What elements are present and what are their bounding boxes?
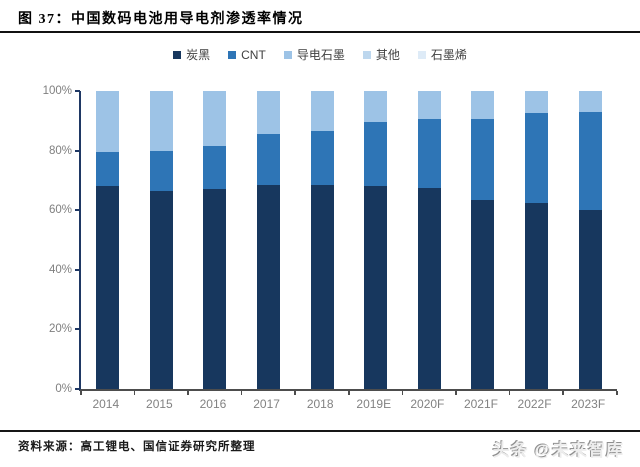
legend-swatch-icon bbox=[283, 50, 292, 59]
x-tick-mark bbox=[348, 391, 350, 395]
legend-label: CNT bbox=[241, 47, 266, 62]
bar-segment bbox=[149, 150, 173, 191]
x-tick-label: 2016 bbox=[199, 397, 227, 411]
stacked-bar-2019E bbox=[364, 91, 388, 389]
bar-segment bbox=[471, 91, 495, 120]
y-tick-mark bbox=[75, 90, 80, 92]
legend-item: 石墨烯 bbox=[417, 46, 467, 63]
bar-segment bbox=[417, 91, 441, 120]
footer-divider bbox=[0, 430, 640, 432]
bar-segment bbox=[96, 91, 120, 153]
bar-segment bbox=[96, 186, 120, 389]
bar-segment bbox=[417, 119, 441, 188]
stacked-bar-2021F bbox=[471, 91, 495, 389]
bar-segment bbox=[96, 152, 120, 187]
y-tick-mark bbox=[75, 149, 80, 152]
bar-segment bbox=[257, 134, 281, 185]
legend-swatch-icon bbox=[228, 50, 237, 59]
bar-segment bbox=[364, 91, 388, 123]
bar-segment bbox=[310, 184, 334, 389]
x-tick-label: 2023F bbox=[571, 397, 606, 411]
bar-segment bbox=[525, 91, 549, 114]
bar-segment bbox=[149, 190, 173, 389]
legend-item: CNT bbox=[228, 48, 266, 62]
legend-label: 其他 bbox=[375, 48, 400, 62]
bar-segment bbox=[364, 122, 388, 187]
bars-container bbox=[81, 91, 617, 389]
bar-segment bbox=[525, 202, 549, 389]
x-tick-label: 2019E bbox=[356, 397, 392, 411]
y-tick-mark bbox=[75, 328, 80, 331]
x-tick-mark bbox=[508, 391, 511, 395]
y-tick-mark bbox=[75, 209, 80, 212]
x-axis-labels: 2014 2015 2016 2017 2018 2019E 2020F 2021F 2022F… bbox=[79, 397, 615, 411]
x-tick-label: 2014 bbox=[92, 397, 120, 411]
legend-label: 导电石墨 bbox=[296, 48, 345, 62]
source-note: 资料来源：高工锂电、国信证券研究所整理 bbox=[18, 441, 256, 453]
bar-segment bbox=[364, 186, 388, 389]
legend-item: 导电石墨 bbox=[283, 46, 345, 63]
chart-legend: 炭黑 CNT 导电石墨 其他 石墨烯 bbox=[0, 46, 640, 63]
y-tick-label: 0% bbox=[55, 383, 72, 395]
x-tick-label: 2017 bbox=[253, 397, 280, 411]
x-tick-mark bbox=[133, 391, 136, 395]
x-tick-mark bbox=[80, 391, 82, 395]
stacked-bar-2020F bbox=[417, 91, 441, 389]
y-tick-label: 40% bbox=[48, 263, 72, 276]
y-tick-label: 60% bbox=[48, 204, 72, 217]
legend-swatch-icon bbox=[417, 50, 426, 59]
y-tick-label: 80% bbox=[48, 144, 72, 157]
bar-segment bbox=[149, 91, 173, 151]
bar-segment bbox=[203, 146, 227, 190]
stacked-bar-2018 bbox=[310, 91, 334, 389]
x-tick-label: 2021F bbox=[463, 397, 498, 411]
y-tick-label: 100% bbox=[42, 85, 72, 97]
bar-segment bbox=[578, 111, 602, 211]
legend-label: 石墨烯 bbox=[430, 48, 467, 62]
stacked-bar-2023F bbox=[578, 91, 602, 389]
y-tick-mark bbox=[75, 388, 80, 390]
x-tick-mark bbox=[616, 391, 618, 395]
x-tick-label: 2015 bbox=[146, 397, 173, 411]
x-tick-label: 2018 bbox=[306, 397, 334, 411]
bar-segment bbox=[525, 113, 549, 203]
bar-segment bbox=[578, 91, 602, 112]
x-tick-label: 2020F bbox=[410, 397, 445, 411]
stacked-bar-2016 bbox=[203, 91, 227, 389]
legend-swatch-icon bbox=[362, 50, 371, 59]
legend-label: 炭黑 bbox=[186, 48, 211, 62]
y-tick-label: 20% bbox=[48, 323, 72, 336]
bar-segment bbox=[257, 91, 281, 135]
x-tick-mark bbox=[455, 391, 457, 395]
bar-segment bbox=[417, 187, 441, 389]
legend-item: 炭黑 bbox=[173, 46, 210, 63]
stacked-bar-2017 bbox=[257, 91, 281, 389]
bar-segment bbox=[310, 131, 334, 185]
figure-title: 图 37：中国数码电池用导电剂渗透率情况 bbox=[18, 12, 304, 27]
stacked-bar-2022F bbox=[525, 91, 549, 389]
bar-segment bbox=[203, 189, 227, 389]
x-tick-mark bbox=[240, 391, 243, 395]
legend-swatch-icon bbox=[173, 50, 182, 59]
stacked-bar-2014 bbox=[96, 91, 120, 389]
title-divider bbox=[0, 31, 640, 33]
x-tick-label: 2022F bbox=[517, 397, 552, 411]
x-tick-mark bbox=[187, 391, 189, 395]
bar-segment bbox=[203, 91, 227, 147]
bar-segment bbox=[310, 91, 334, 132]
bar-segment bbox=[257, 184, 281, 389]
x-tick-mark bbox=[294, 391, 296, 395]
watermark-logo: 头条 @未来智库 bbox=[492, 441, 624, 460]
legend-item: 其他 bbox=[362, 46, 400, 63]
bar-segment bbox=[471, 199, 495, 389]
x-tick-mark bbox=[401, 391, 404, 395]
bar-segment bbox=[578, 210, 602, 389]
stacked-bar-2015 bbox=[149, 91, 173, 389]
plot-area bbox=[79, 91, 617, 391]
bar-segment bbox=[471, 119, 495, 200]
x-tick-mark bbox=[562, 391, 564, 395]
y-tick-mark bbox=[75, 268, 80, 271]
